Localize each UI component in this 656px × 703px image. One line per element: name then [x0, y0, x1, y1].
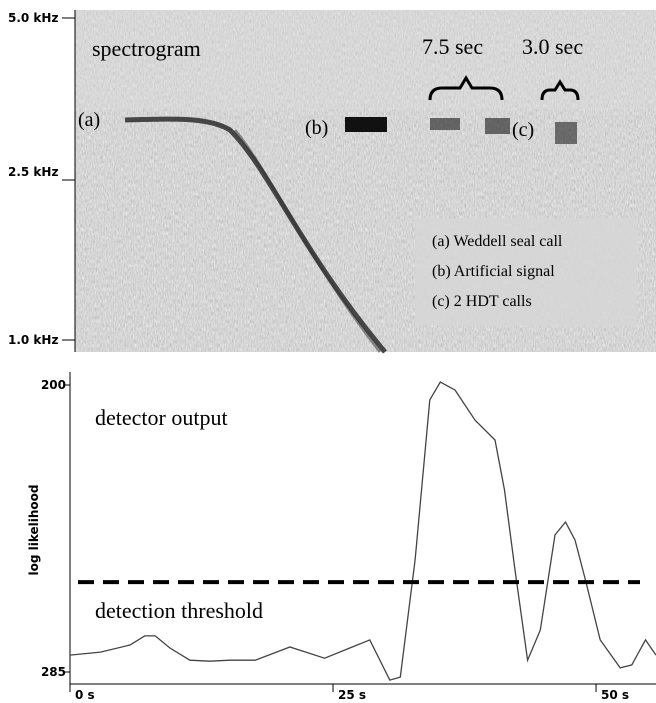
y-tick-label: 5.0 kHz	[8, 11, 58, 25]
legend-entry: (b) Artificial signal	[432, 263, 555, 280]
x-tick-label: 25 s	[338, 688, 366, 702]
spectrogram-panel: spectrogram (a) (b) (c) 7.5 sec 3.0 sec …	[8, 10, 656, 354]
duration-label: 7.5 sec	[422, 34, 483, 59]
brace	[428, 75, 504, 101]
y-axis-label: log likelihood	[27, 485, 41, 576]
marker: (c)	[512, 119, 534, 141]
hdt-call	[485, 118, 510, 134]
threshold-label: detection threshold	[95, 598, 263, 623]
marker: (b)	[305, 117, 328, 139]
y-tick-label: 200	[41, 378, 66, 392]
artificial-signal	[345, 117, 387, 132]
y-tick-label: 285	[41, 665, 66, 679]
detector-panel: log likelihood detector output 200 285 0 s…	[27, 372, 656, 702]
hdt-call	[430, 118, 460, 130]
annotation: detector output	[95, 405, 228, 430]
legend-entry: (a) Weddell seal call	[432, 233, 563, 250]
x-tick-label: 0 s	[75, 688, 95, 702]
legend-entry: (c) 2 HDT calls	[432, 293, 532, 310]
x-tick-label: 50 s	[601, 688, 629, 702]
brace	[540, 79, 580, 101]
y-tick-label: 1.0 kHz	[8, 333, 58, 347]
band	[75, 10, 656, 110]
seal-call-trace	[233, 129, 382, 353]
legend-box	[415, 218, 637, 326]
line-series	[69, 381, 656, 681]
marker: (a)	[78, 109, 100, 131]
duration-label: 3.0 sec	[522, 34, 583, 59]
y-tick-label: 2.5 kHz	[8, 165, 58, 179]
panel-title: spectrogram	[92, 36, 201, 61]
hdt-call	[555, 122, 577, 144]
